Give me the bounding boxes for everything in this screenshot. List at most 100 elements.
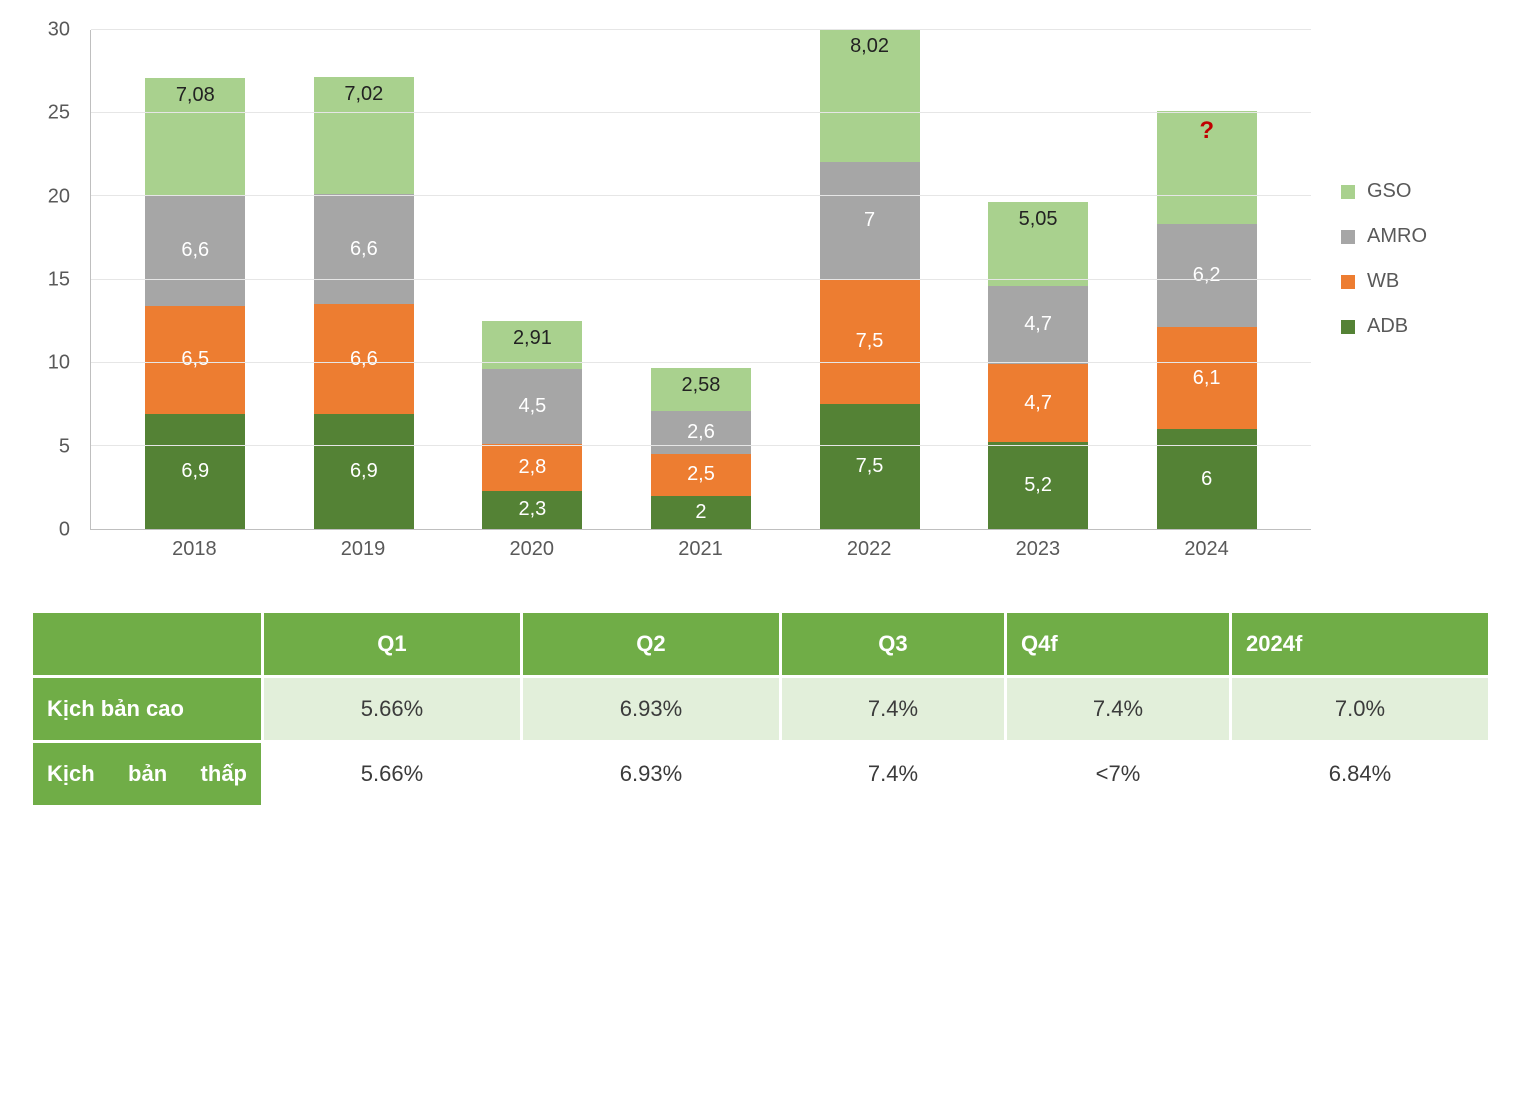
segment-adb: 2,3 <box>482 491 582 529</box>
gridline <box>91 112 1311 113</box>
legend-item-gso: GSO <box>1341 180 1491 203</box>
y-tick: 5 <box>59 435 70 458</box>
segment-label: 7,02 <box>344 77 383 106</box>
bar-2023: 5,2 4,7 4,7 5,05 <box>988 202 1088 529</box>
segment-adb: 7,5 <box>820 404 920 529</box>
table-row: Kịch bản cao5.66%6.93%7.4%7.4%7.0% <box>32 677 1490 742</box>
segment-gso: 7,08 <box>145 78 245 196</box>
bar-2020: 2,3 2,8 4,5 2,91 <box>482 321 582 529</box>
y-tick: 10 <box>48 352 70 375</box>
y-tick: 25 <box>48 102 70 125</box>
table-cell: 7.0% <box>1231 677 1490 742</box>
segment-label: 6,2 <box>1193 264 1221 287</box>
x-label: 2021 <box>650 530 750 570</box>
segment-label: 7,08 <box>176 78 215 107</box>
segment-label: 6,6 <box>350 348 378 371</box>
scenario-table: Q1Q2Q3Q4f2024fKịch bản cao5.66%6.93%7.4%… <box>30 610 1491 808</box>
segment-label: 4,7 <box>1024 313 1052 336</box>
segment-gso: 2,58 <box>651 368 751 411</box>
x-label: 2023 <box>988 530 1088 570</box>
segment-label: 6,9 <box>181 460 209 483</box>
table-cell: 5.66% <box>263 742 522 807</box>
table-col-header: Q1 <box>263 612 522 677</box>
x-axis-labels: 2018201920202021202220232024 <box>90 530 1311 570</box>
table-col-header: Q3 <box>780 612 1005 677</box>
segment-amro: 4,5 <box>482 369 582 444</box>
table-col-header: 2024f <box>1231 612 1490 677</box>
x-label: 2020 <box>482 530 582 570</box>
table-cell: <7% <box>1005 742 1230 807</box>
chart-area: 051015202530 6,96,56,67,086,96,66,67,022… <box>30 30 1311 570</box>
table-row-header: Kịch bản cao <box>32 677 263 742</box>
bar-2024: 6 6,1 6,2? <box>1157 111 1257 529</box>
segment-label: 6,5 <box>181 348 209 371</box>
x-label: 2024 <box>1157 530 1257 570</box>
legend-label: GSO <box>1367 180 1411 203</box>
segment-amro: 6,2 <box>1157 224 1257 327</box>
bars-group: 6,96,56,67,086,96,66,67,022,32,84,52,912… <box>91 30 1311 529</box>
segment-gso: ? <box>1157 111 1257 224</box>
legend-label: AMRO <box>1367 225 1427 248</box>
segment-label: 7,5 <box>856 455 884 478</box>
segment-label: 6,1 <box>1193 367 1221 390</box>
table-cell: 6.84% <box>1231 742 1490 807</box>
segment-adb: 6,9 <box>314 414 414 529</box>
bar-2019: 6,9 6,6 6,6 7,02 <box>314 77 414 529</box>
segment-amro: 4,7 <box>988 286 1088 364</box>
gridline <box>91 279 1311 280</box>
segment-adb: 6,9 <box>145 414 245 529</box>
table-row-header: Kịch bản thấp <box>32 742 263 807</box>
segment-amro: 7 <box>820 162 920 279</box>
segment-gso: 7,02 <box>314 77 414 194</box>
segment-label: 6,6 <box>181 239 209 262</box>
segment-gso: 8,02 <box>820 29 920 163</box>
segment-amro: 2,6 <box>651 411 751 454</box>
gridline <box>91 29 1311 30</box>
segment-amro: 6,6 <box>314 194 414 304</box>
legend-label: ADB <box>1367 315 1408 338</box>
segment-label: 5,2 <box>1024 474 1052 497</box>
y-axis: 051015202530 <box>30 30 80 530</box>
legend-swatch <box>1341 320 1355 334</box>
legend-label: WB <box>1367 270 1399 293</box>
legend-swatch <box>1341 185 1355 199</box>
table-row: Kịch bản thấp5.66%6.93%7.4%<7%6.84% <box>32 742 1490 807</box>
segment-label: 6,9 <box>350 460 378 483</box>
segment-wb: 4,7 <box>988 364 1088 442</box>
chart-container: 051015202530 6,96,56,67,086,96,66,67,022… <box>30 30 1491 570</box>
segment-label: 2,3 <box>519 498 547 521</box>
segment-wb: 7,5 <box>820 279 920 404</box>
table-cell: 6.93% <box>521 742 780 807</box>
segment-label: 6,6 <box>350 238 378 261</box>
bar-2021: 2 2,5 2,6 2,58 <box>651 368 751 529</box>
segment-label: 7 <box>864 209 875 232</box>
segment-wb: 6,5 <box>145 306 245 414</box>
segment-label: ? <box>1199 111 1214 145</box>
segment-wb: 2,5 <box>651 454 751 496</box>
segment-label: 2,8 <box>519 456 547 479</box>
segment-label: 2 <box>695 501 706 524</box>
segment-label: 2,91 <box>513 321 552 350</box>
segment-adb: 5,2 <box>988 442 1088 529</box>
legend: GSO AMRO WB ADB <box>1311 30 1491 360</box>
x-label: 2018 <box>144 530 244 570</box>
segment-label: 2,5 <box>687 463 715 486</box>
table-cell: 7.4% <box>1005 677 1230 742</box>
x-label: 2019 <box>313 530 413 570</box>
segment-label: 4,5 <box>519 395 547 418</box>
segment-amro: 6,6 <box>145 196 245 306</box>
segment-wb: 6,6 <box>314 304 414 414</box>
table-cell: 7.4% <box>780 677 1005 742</box>
y-tick: 20 <box>48 185 70 208</box>
segment-label: 8,02 <box>850 29 889 58</box>
legend-swatch <box>1341 275 1355 289</box>
segment-label: 2,58 <box>682 368 721 397</box>
legend-item-adb: ADB <box>1341 315 1491 338</box>
segment-label: 6 <box>1201 468 1212 491</box>
table-cell: 6.93% <box>521 677 780 742</box>
bar-2018: 6,9 6,5 6,6 7,08 <box>145 78 245 529</box>
table-cell: 7.4% <box>780 742 1005 807</box>
segment-label: 5,05 <box>1019 202 1058 231</box>
y-tick: 30 <box>48 19 70 42</box>
table-corner <box>32 612 263 677</box>
